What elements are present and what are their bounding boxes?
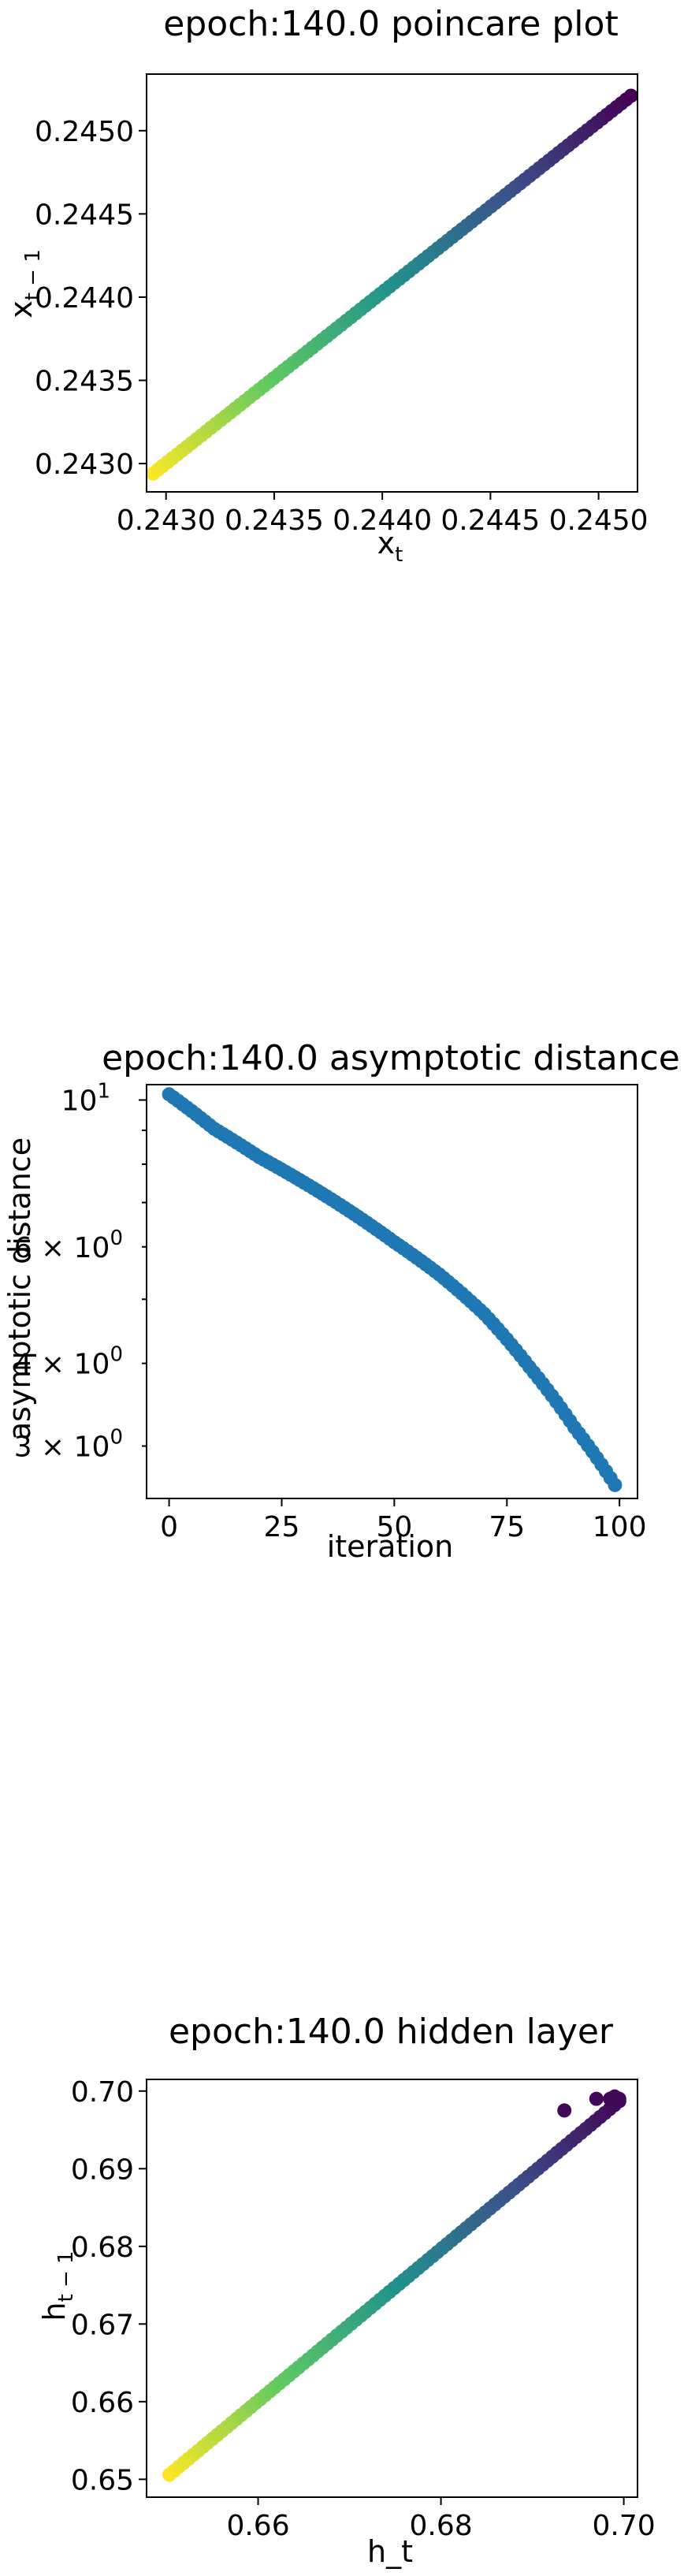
y-tick-label-exponent: 1 [97,1080,110,1104]
hidden-layer-title: epoch:140.0 hidden layer [169,2012,614,2052]
y-tick-label: 3 × 100 [14,1426,123,1464]
asymptotic-distance-title: epoch:140.0 asymptotic distance [102,1038,680,1078]
asymptotic-x-axis-label: iteration [327,1529,454,1564]
y-tick-label: 0.67 [71,2309,134,2341]
scatter-point [589,2091,604,2106]
y-tick-label-exponent: 0 [110,1343,123,1367]
poincare-plot-chart: epoch:140.0 poincare plot 0.2430 0.2435 0.… [4,4,649,567]
y-tick-label: 0.70 [71,2076,134,2109]
poincare-plot-frame [146,73,638,493]
x-tick-label: 0.70 [593,2510,656,2542]
x-tick-label: 100 [593,1511,647,1543]
x-tick-label: 0.2435 [225,504,324,537]
x-tick-label: 0.2445 [441,504,540,537]
asymptotic-distance-frame [146,1084,638,1499]
x-tick-label: 75 [489,1511,525,1543]
poincare-plot-title: epoch:140.0 poincare plot [163,4,618,44]
hidden-x-axis-label: h_t [367,2534,413,2569]
x-tick-label: 50 [376,1511,412,1543]
hidden-y-axis-label-main: h [37,2302,72,2321]
x-tick-label: 25 [264,1511,300,1543]
y-tick-label-exponent: 0 [110,1227,123,1250]
scatter-point [612,2091,626,2106]
x-tick-label: 0 [160,1511,178,1543]
asymptotic-distance-chart: epoch:140.0 asymptotic distance 0 25 50 75 1… [2,1038,680,1564]
hidden-x-ticks: 0.66 0.68 0.70 [226,2497,656,2542]
asymptotic-distance-series [162,1087,623,1492]
x-tick-label: 0.2440 [333,504,432,537]
scatter-point [623,88,638,103]
hidden-layer-frame [146,2079,638,2498]
poincare-y-axis-label-main: x [4,300,39,318]
y-tick-label: 0.69 [71,2153,134,2186]
hidden-y-axis-label-sub: t − 1 [54,2250,78,2302]
poincare-x-axis-label-sub: t [395,543,403,567]
y-tick-label: 6 × 100 [14,1227,123,1264]
hidden-y-axis-label: ht − 1 [37,2250,78,2321]
y-tick-label: 0.2450 [35,116,134,148]
y-tick-label: 0.2435 [35,366,134,398]
distance-point [608,1477,623,1492]
x-tick-label: 0.2450 [549,504,649,537]
scatter-point [557,2103,572,2118]
x-tick-label: 0.2430 [117,504,216,537]
poincare-y-ticks: 0.2430 0.2435 0.2440 0.2445 0.2450 [35,116,147,481]
y-tick-label: 101 [61,1080,110,1118]
x-tick-label: 0.66 [226,2510,289,2542]
poincare-x-axis-label-main: x [377,526,396,560]
y-tick-label: 0.2430 [35,449,134,481]
x-tick-label: 0.68 [409,2510,472,2542]
y-tick-label: 0.2445 [35,199,134,231]
y-tick-label: 0.2440 [35,282,134,315]
y-tick-label-exponent: 0 [110,1426,123,1450]
asymptotic-y-axis-label: asymptotic distance [2,1137,37,1440]
poincare-scatter-series [146,88,638,481]
poincare-y-axis-label-sub: t − 1 [21,249,45,300]
hidden-y-ticks: 0.65 0.66 0.67 0.68 0.69 0.70 [71,2076,147,2496]
y-tick-label-base: 3 × 10 [14,1431,110,1464]
poincare-x-ticks: 0.2430 0.2435 0.2440 0.2445 0.2450 [117,492,649,537]
y-tick-label-base: 6 × 10 [14,1232,110,1264]
y-tick-label-base: 4 × 10 [14,1349,110,1381]
hidden-layer-chart: epoch:140.0 hidden layer 0.66 0.68 0.70 0.… [37,2012,656,2569]
y-tick-label-base: 10 [61,1085,98,1118]
y-tick-label: 0.68 [71,2232,134,2264]
y-tick-label: 0.66 [71,2387,134,2419]
y-tick-label: 0.65 [71,2464,134,2496]
poincare-x-axis-label: xt [377,526,403,567]
hidden-layer-scatter-series [162,2089,626,2482]
poincare-y-axis-label: xt − 1 [4,249,45,318]
y-tick-label: 4 × 100 [14,1343,123,1381]
asymptotic-x-ticks: 0 25 50 75 100 [160,1498,646,1543]
